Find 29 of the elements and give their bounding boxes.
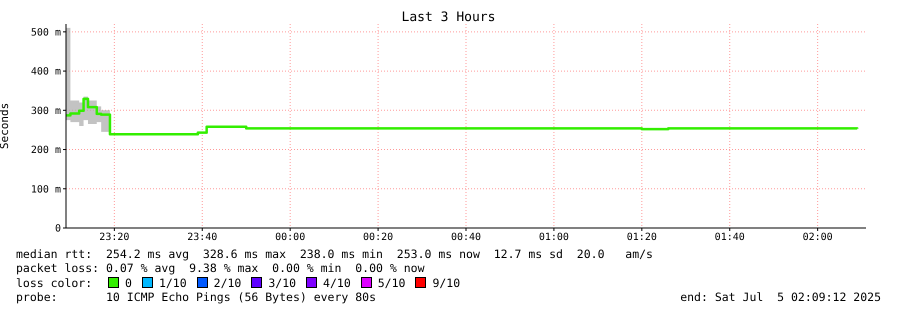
y-tick-label: 300 m bbox=[30, 106, 61, 117]
text: packet loss: 0.07 % avg 9.38 % max 0.00 % min 0.00 % now bbox=[16, 261, 426, 276]
legend-label: 1/10 bbox=[158, 276, 187, 290]
x-tick-label: 00:00 bbox=[275, 232, 306, 244]
legend-label: 5/10 bbox=[376, 276, 406, 290]
x-tick-label: 00:20 bbox=[363, 232, 394, 244]
x-tick-label: 00:40 bbox=[450, 232, 482, 244]
chart-title: Last 3 Hours bbox=[400, 10, 496, 25]
legend-label: 0 bbox=[124, 276, 132, 290]
legend-title: loss color: bbox=[16, 276, 94, 290]
y-tick-label: 200 m bbox=[30, 145, 61, 156]
legend-label: 3/10 bbox=[267, 276, 296, 290]
x-tick-label: 23:20 bbox=[99, 232, 130, 244]
text: median rtt: 254.2 ms avg 328.6 ms max 238.0 ms min 253.0 ms now 12.7 ms sd 20.0 am/s bbox=[16, 247, 654, 262]
text: probe: 10 ICMP Echo Pings (56 Bytes) every 80s bbox=[16, 290, 376, 304]
text: end: Sat Jul 5 02:09:12 2025 bbox=[680, 290, 881, 304]
y-tick-label: 100 m bbox=[30, 184, 61, 196]
x-tick-label: 01:40 bbox=[714, 232, 745, 244]
x-tick-label: 02:00 bbox=[802, 232, 833, 244]
legend-label: 4/10 bbox=[322, 276, 351, 290]
y-tick-label: 0 bbox=[54, 224, 61, 235]
y-tick-label: 400 m bbox=[30, 66, 61, 78]
x-tick-label: 01:00 bbox=[538, 232, 569, 244]
y-axis-title: Seconds bbox=[0, 102, 11, 150]
x-tick-label: 23:40 bbox=[187, 232, 218, 244]
y-tick-label: 500 m bbox=[30, 27, 61, 38]
legend-label: 2/10 bbox=[212, 276, 242, 290]
x-tick-label: 01:20 bbox=[626, 232, 657, 244]
legend-label: 9/10 bbox=[431, 276, 460, 290]
